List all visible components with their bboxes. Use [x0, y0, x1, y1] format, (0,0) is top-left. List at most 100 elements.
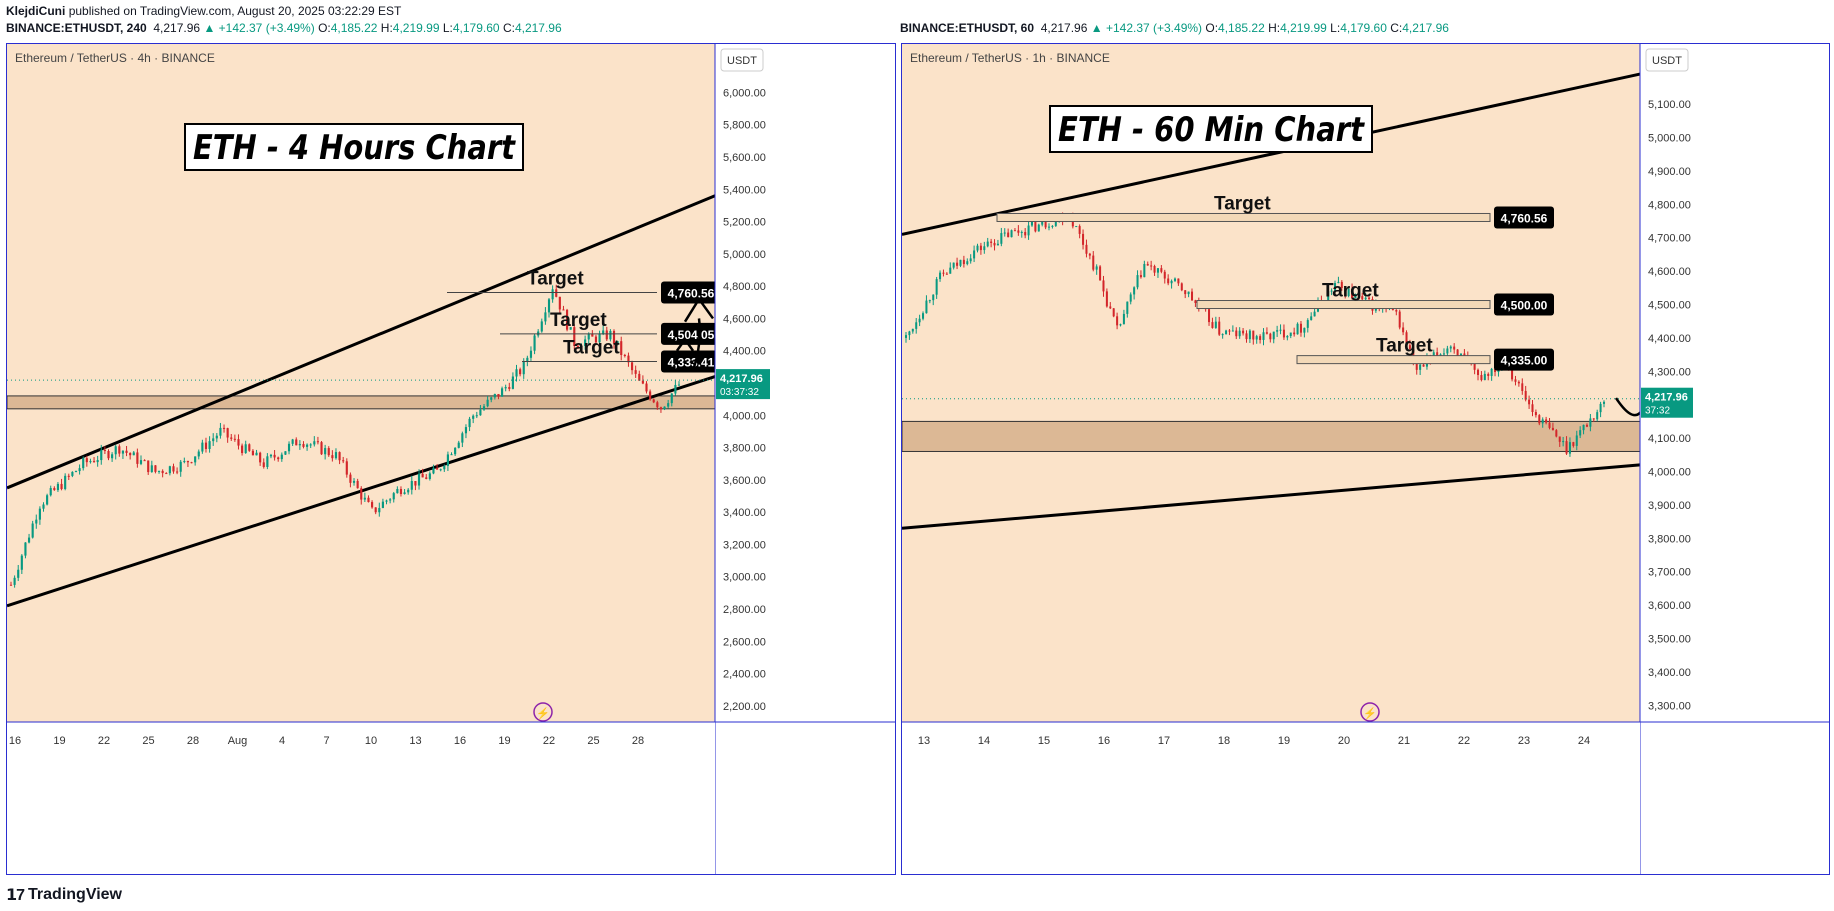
candle-body: [1252, 330, 1255, 340]
candle-body: [1044, 221, 1047, 228]
candle: [172, 463, 175, 474]
candle-body: [396, 488, 399, 494]
candle-body: [973, 250, 976, 259]
x-tick-label: 17: [1158, 735, 1170, 747]
candle-body: [623, 354, 626, 356]
y-tick-label: 5,600.00: [723, 152, 766, 164]
candle-body: [435, 467, 439, 470]
candle: [569, 327, 572, 330]
candle-body: [118, 446, 121, 454]
candle-body: [82, 458, 85, 469]
candle: [945, 272, 948, 275]
candle-body: [1112, 308, 1115, 317]
left-symbol[interactable]: BINANCE:ETHUSDT, 240: [6, 21, 147, 35]
candle-body: [1333, 283, 1337, 291]
candle-body: [49, 488, 52, 496]
candle-body: [1490, 368, 1493, 376]
candle: [1545, 416, 1548, 425]
candle-body: [1225, 330, 1228, 335]
candle-body: [1405, 332, 1408, 346]
candle-body: [1310, 316, 1313, 321]
candle: [1265, 327, 1268, 335]
candle: [486, 396, 489, 408]
candle-body: [255, 452, 258, 456]
candle-body: [1082, 233, 1085, 245]
candle-body: [414, 481, 417, 486]
candle: [1565, 436, 1568, 455]
right-symbol[interactable]: BINANCE:ETHUSDT, 60: [900, 21, 1035, 35]
candle: [1541, 417, 1544, 428]
candle-body: [356, 480, 359, 489]
candle-body: [161, 470, 164, 474]
candle-body: [594, 336, 598, 343]
candle: [1218, 316, 1221, 336]
candle: [1037, 223, 1040, 232]
candle-body: [1242, 330, 1245, 334]
candle-body: [186, 461, 190, 463]
candle: [38, 506, 41, 525]
candle: [500, 386, 504, 397]
candle: [1585, 423, 1588, 428]
chart-panel-1h[interactable]: Ethereum / TetherUS · 1h · BINANCE Target…: [901, 43, 1830, 875]
candle-body: [244, 444, 247, 454]
candle-body: [1187, 291, 1190, 295]
candle-body: [1143, 263, 1146, 278]
candle: [547, 298, 551, 318]
candle-body: [1368, 297, 1371, 300]
left-high: 4,219.99: [392, 21, 440, 35]
candle-body: [17, 569, 20, 578]
chart-panel-4h[interactable]: Ethereum / TetherUS · 4h · BINANCE Target…: [6, 43, 896, 875]
candle-body: [204, 442, 208, 449]
candle: [446, 451, 449, 472]
candle-body: [194, 456, 197, 463]
price-axis: [715, 44, 895, 874]
y-tick-label: 3,300.00: [1648, 700, 1691, 712]
candle-body: [1453, 346, 1456, 350]
candle: [309, 443, 312, 449]
candle-body: [533, 335, 536, 351]
candle: [1126, 301, 1129, 318]
candle: [1133, 286, 1136, 300]
candle-body: [360, 488, 363, 500]
left-open: 4,185.22: [330, 21, 378, 35]
channel-lower-line: [902, 463, 1641, 530]
y-tick-label: 5,000.00: [723, 249, 766, 261]
candle: [551, 285, 554, 303]
target-badge-value: 4,500.00: [1501, 299, 1548, 313]
candle: [1088, 252, 1091, 260]
candle-body: [129, 452, 132, 456]
candle: [1013, 228, 1016, 232]
candle-body: [31, 523, 34, 538]
candle: [1167, 274, 1170, 286]
chart-1h-svg[interactable]: Ethereum / TetherUS · 1h · BINANCE Target…: [902, 44, 1829, 874]
candle-body: [1211, 322, 1214, 328]
candle: [284, 451, 287, 455]
projection-arrowhead: [675, 337, 695, 352]
candle: [1252, 330, 1255, 345]
right-high: 4,219.99: [1280, 21, 1327, 35]
candle: [1592, 418, 1595, 422]
candle-body: [990, 241, 993, 243]
candle: [649, 389, 652, 401]
chart-title-box: [184, 123, 524, 171]
y-tick-label: 4,400.00: [723, 346, 766, 358]
candle: [1187, 291, 1190, 298]
candle: [1248, 329, 1251, 343]
candle: [576, 344, 579, 350]
candle: [969, 254, 972, 264]
candle-body: [150, 465, 153, 473]
candle-body: [500, 388, 504, 397]
candle: [1153, 264, 1156, 276]
candle: [1347, 286, 1350, 298]
candle-body: [1487, 373, 1490, 376]
candle: [1119, 323, 1122, 327]
candle-body: [457, 442, 460, 448]
candle: [652, 398, 655, 404]
candle: [1340, 280, 1343, 291]
chart-4h-svg[interactable]: Ethereum / TetherUS · 4h · BINANCE Target…: [7, 44, 895, 874]
candle-body: [1545, 419, 1548, 423]
candle: [670, 393, 673, 407]
author-name[interactable]: KlejdiCuni: [6, 4, 66, 18]
candle: [1047, 223, 1051, 231]
candle: [417, 469, 421, 490]
